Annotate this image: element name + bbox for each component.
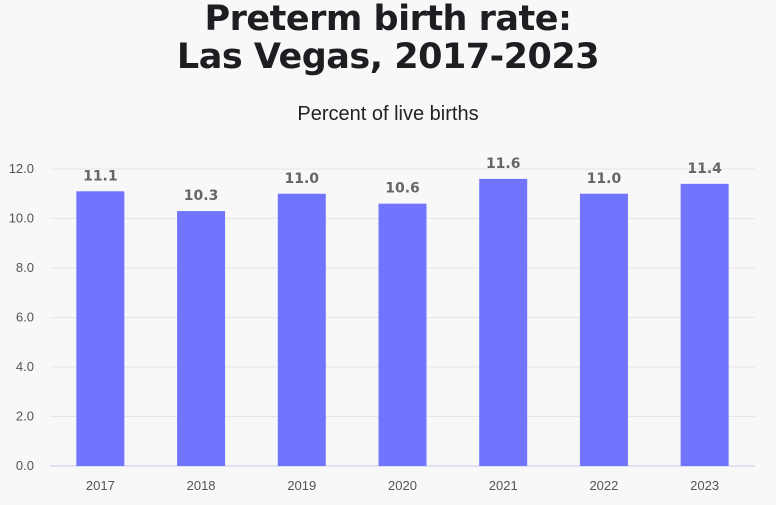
y-tick-label: 12.0: [9, 161, 34, 176]
chart-title-line-1: Preterm birth rate:: [204, 0, 572, 39]
bar-2020: [378, 203, 427, 466]
bar-2017: [76, 191, 125, 466]
x-tick-label: 2017: [86, 478, 115, 493]
bar-2018: [177, 211, 226, 466]
x-tick-label: 2021: [489, 478, 518, 493]
data-label: 10.3: [184, 188, 219, 204]
x-tick-label: 2022: [589, 478, 618, 493]
data-label: 11.0: [587, 171, 622, 187]
x-tick-label: 2020: [388, 478, 417, 493]
bar-2022: [579, 193, 628, 466]
data-label: 10.6: [385, 181, 420, 197]
chart-title-line-2: Las Vegas, 2017-2023: [176, 37, 600, 77]
bar-2019: [277, 193, 326, 466]
chart-subtitle: Percent of live births: [297, 103, 479, 125]
y-tick-label: 6.0: [16, 310, 34, 325]
data-label: 11.0: [285, 171, 320, 187]
y-tick-label: 2.0: [16, 409, 34, 424]
y-tick-label: 10.0: [9, 211, 34, 226]
y-tick-label: 4.0: [16, 359, 34, 374]
bar-2021: [479, 178, 528, 466]
data-label: 11.4: [687, 161, 722, 177]
y-tick-label: 8.0: [16, 260, 34, 275]
x-tick-label: 2018: [187, 478, 216, 493]
x-tick-label: 2023: [690, 478, 719, 493]
chart-title: Preterm birth rate: Las Vegas, 2017-2023: [0, 0, 776, 76]
data-label: 11.1: [83, 168, 118, 184]
y-tick-label: 0.0: [16, 458, 34, 473]
bar-2023: [680, 183, 729, 466]
data-label: 11.6: [486, 156, 521, 172]
x-tick-label: 2019: [287, 478, 316, 493]
